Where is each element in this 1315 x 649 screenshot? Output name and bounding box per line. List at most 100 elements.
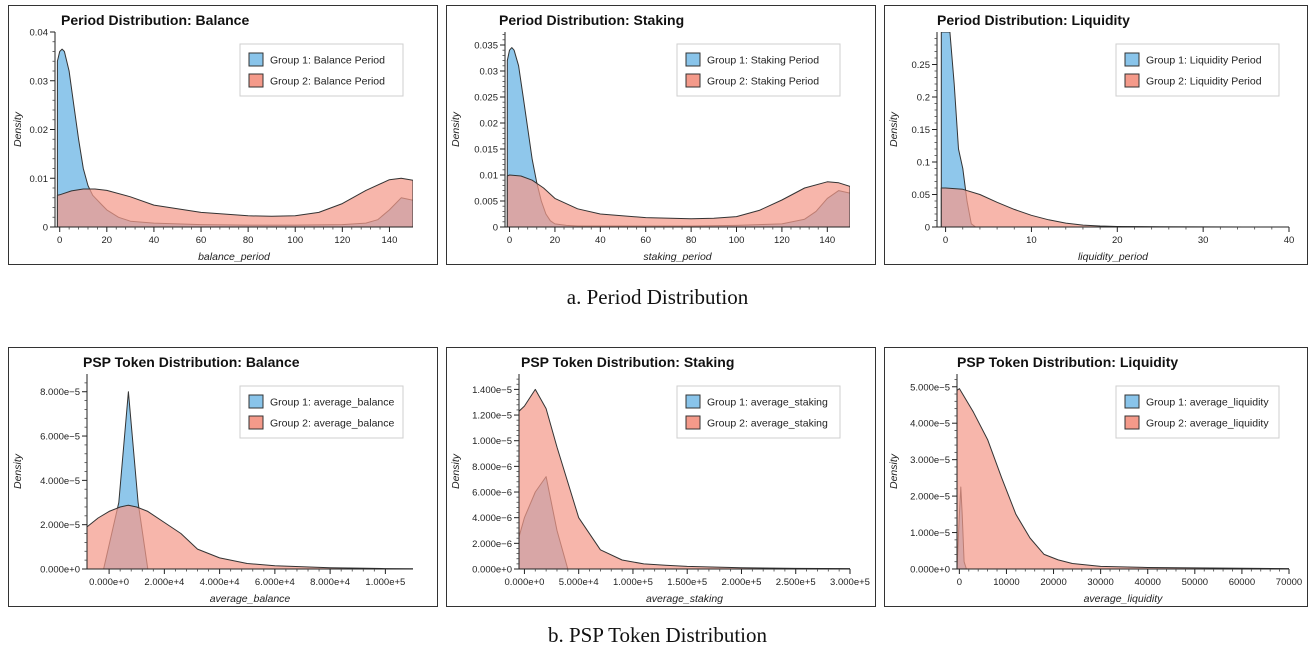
legend-label-group2: Group 2: average_balance bbox=[270, 418, 394, 430]
y-axis-label: Density bbox=[12, 453, 24, 489]
y-tick-label: 0.000e+0 bbox=[910, 565, 950, 576]
plot-area bbox=[87, 391, 413, 569]
chart-title: Period Distribution: Liquidity bbox=[937, 12, 1130, 28]
plot-area bbox=[506, 47, 850, 227]
legend-label-group1: Group 1: average_staking bbox=[707, 397, 828, 409]
plot-area bbox=[519, 388, 850, 569]
y-axis-label: Density bbox=[12, 111, 24, 147]
legend-label-group2: Group 2: average_staking bbox=[707, 418, 828, 430]
x-tick-label: 60 bbox=[640, 235, 651, 246]
density-area-group2 bbox=[519, 388, 850, 569]
y-tick-label: 0 bbox=[925, 223, 930, 234]
y-tick-label: 2.000e−6 bbox=[472, 539, 512, 550]
x-tick-label: 120 bbox=[334, 235, 350, 246]
y-tick-label: 0.025 bbox=[474, 93, 498, 104]
y-axis-label: Density bbox=[888, 111, 900, 147]
legend-swatch-group2 bbox=[248, 415, 264, 430]
legend: Group 1: average_liquidity Group 2: avera… bbox=[1115, 385, 1280, 439]
chart-svg: Period Distribution: Liquidity 0 10 20 30 40 0… bbox=[888, 12, 1294, 263]
caption-psp-token-distribution: b. PSP Token Distribution bbox=[547, 623, 768, 647]
chart-svg: Period Distribution: Staking 0 20 40 60 80 100… bbox=[450, 12, 850, 263]
density-area-group1 bbox=[940, 32, 1289, 227]
legend-label-group1: Group 1: Staking Period bbox=[707, 55, 819, 67]
y-axis-label: Density bbox=[450, 453, 462, 489]
chart-title: Period Distribution: Balance bbox=[61, 12, 249, 28]
x-axis-label: balance_period bbox=[198, 251, 271, 263]
y-tick-label: 1.000e−5 bbox=[472, 436, 512, 447]
density-area-group2 bbox=[56, 177, 413, 227]
x-tick-label: 40000 bbox=[1135, 577, 1161, 588]
y-tick-label: 4.000e−5 bbox=[910, 419, 950, 430]
legend-box bbox=[676, 385, 841, 439]
y-tick-label: 0 bbox=[493, 223, 498, 234]
legend-label-group2: Group 2: Liquidity Period bbox=[1146, 76, 1262, 88]
legend-swatch-group2 bbox=[685, 73, 701, 88]
x-tick-label: 0.000e+0 bbox=[89, 577, 129, 588]
x-tick-label: 60 bbox=[196, 235, 207, 246]
legend-swatch-group1 bbox=[685, 52, 701, 67]
plot-area bbox=[957, 388, 1289, 569]
chart-panel-balance-psp: PSP Token Distribution: Balance 0.000e+0 2… bbox=[8, 347, 438, 607]
chart-svg: PSP Token Distribution: Balance 0.000e+0 2… bbox=[12, 354, 413, 605]
y-tick-label: 0.25 bbox=[912, 60, 931, 71]
plot-area bbox=[56, 48, 413, 227]
legend: Group 1: Staking Period Group 2: Staking … bbox=[676, 43, 841, 97]
density-area-group2 bbox=[87, 504, 413, 569]
legend-label-group1: Group 1: Balance Period bbox=[270, 55, 385, 67]
x-tick-label: 30 bbox=[1198, 235, 1209, 246]
legend: Group 1: average_balance Group 2: average… bbox=[239, 385, 404, 439]
x-axis-label: staking_period bbox=[643, 251, 712, 263]
legend-swatch-group2 bbox=[1124, 73, 1140, 88]
legend-box bbox=[676, 43, 841, 97]
y-tick-label: 1.400e−5 bbox=[472, 385, 512, 396]
x-tick-label: 4.000e+4 bbox=[200, 577, 240, 588]
x-tick-label: 30000 bbox=[1087, 577, 1113, 588]
x-axis-label: average_staking bbox=[646, 593, 723, 605]
x-tick-label: 40 bbox=[149, 235, 160, 246]
legend: Group 1: Liquidity Period Group 2: Liquid… bbox=[1115, 43, 1280, 97]
y-tick-label: 0.03 bbox=[30, 76, 49, 87]
y-tick-label: 0.03 bbox=[480, 67, 499, 78]
legend-box bbox=[1115, 43, 1280, 97]
legend-swatch-group1 bbox=[685, 394, 701, 409]
x-tick-label: 1.000e+5 bbox=[613, 577, 653, 588]
y-tick-label: 1.200e−5 bbox=[472, 411, 512, 422]
y-tick-label: 0 bbox=[43, 223, 48, 234]
legend-swatch-group1 bbox=[248, 52, 264, 67]
x-tick-label: 2.500e+5 bbox=[776, 577, 816, 588]
x-tick-label: 20 bbox=[102, 235, 113, 246]
y-tick-label: 0.000e+0 bbox=[472, 565, 512, 576]
x-tick-label: 10 bbox=[1026, 235, 1037, 246]
x-tick-label: 8.000e+4 bbox=[310, 577, 350, 588]
legend-label-group1: Group 1: average_liquidity bbox=[1146, 397, 1269, 409]
legend-box bbox=[239, 385, 404, 439]
x-tick-label: 70000 bbox=[1276, 577, 1302, 588]
x-tick-label: 80 bbox=[686, 235, 697, 246]
x-tick-label: 10000 bbox=[993, 577, 1019, 588]
x-tick-label: 20000 bbox=[1040, 577, 1066, 588]
chart-panel-liquidity-psp: PSP Token Distribution: Liquidity 0 10000 2… bbox=[884, 347, 1308, 607]
y-tick-label: 0.02 bbox=[30, 125, 49, 136]
chart-title: PSP Token Distribution: Staking bbox=[521, 354, 734, 370]
legend-label-group2: Group 2: Staking Period bbox=[707, 76, 819, 88]
x-tick-label: 20 bbox=[550, 235, 561, 246]
x-tick-label: 6.000e+4 bbox=[255, 577, 295, 588]
chart-title: PSP Token Distribution: Liquidity bbox=[957, 354, 1178, 370]
y-tick-label: 0.2 bbox=[917, 93, 930, 104]
x-tick-label: 0 bbox=[57, 235, 62, 246]
y-tick-label: 0.02 bbox=[480, 119, 499, 130]
y-tick-label: 8.000e−5 bbox=[40, 387, 80, 398]
y-tick-label: 0.01 bbox=[30, 174, 49, 185]
legend-label-group2: Group 2: Balance Period bbox=[270, 76, 385, 88]
x-axis-label: average_balance bbox=[210, 593, 291, 605]
legend-swatch-group2 bbox=[1124, 415, 1140, 430]
y-axis-label: Density bbox=[888, 453, 900, 489]
x-tick-label: 1.000e+5 bbox=[365, 577, 405, 588]
chart-title: Period Distribution: Staking bbox=[499, 12, 684, 28]
legend-swatch-group1 bbox=[1124, 394, 1140, 409]
legend-swatch-group2 bbox=[248, 73, 264, 88]
x-tick-label: 0 bbox=[957, 577, 962, 588]
legend-label-group2: Group 2: average_liquidity bbox=[1146, 418, 1269, 430]
x-tick-label: 60000 bbox=[1229, 577, 1255, 588]
y-tick-label: 5.000e−5 bbox=[910, 382, 950, 393]
